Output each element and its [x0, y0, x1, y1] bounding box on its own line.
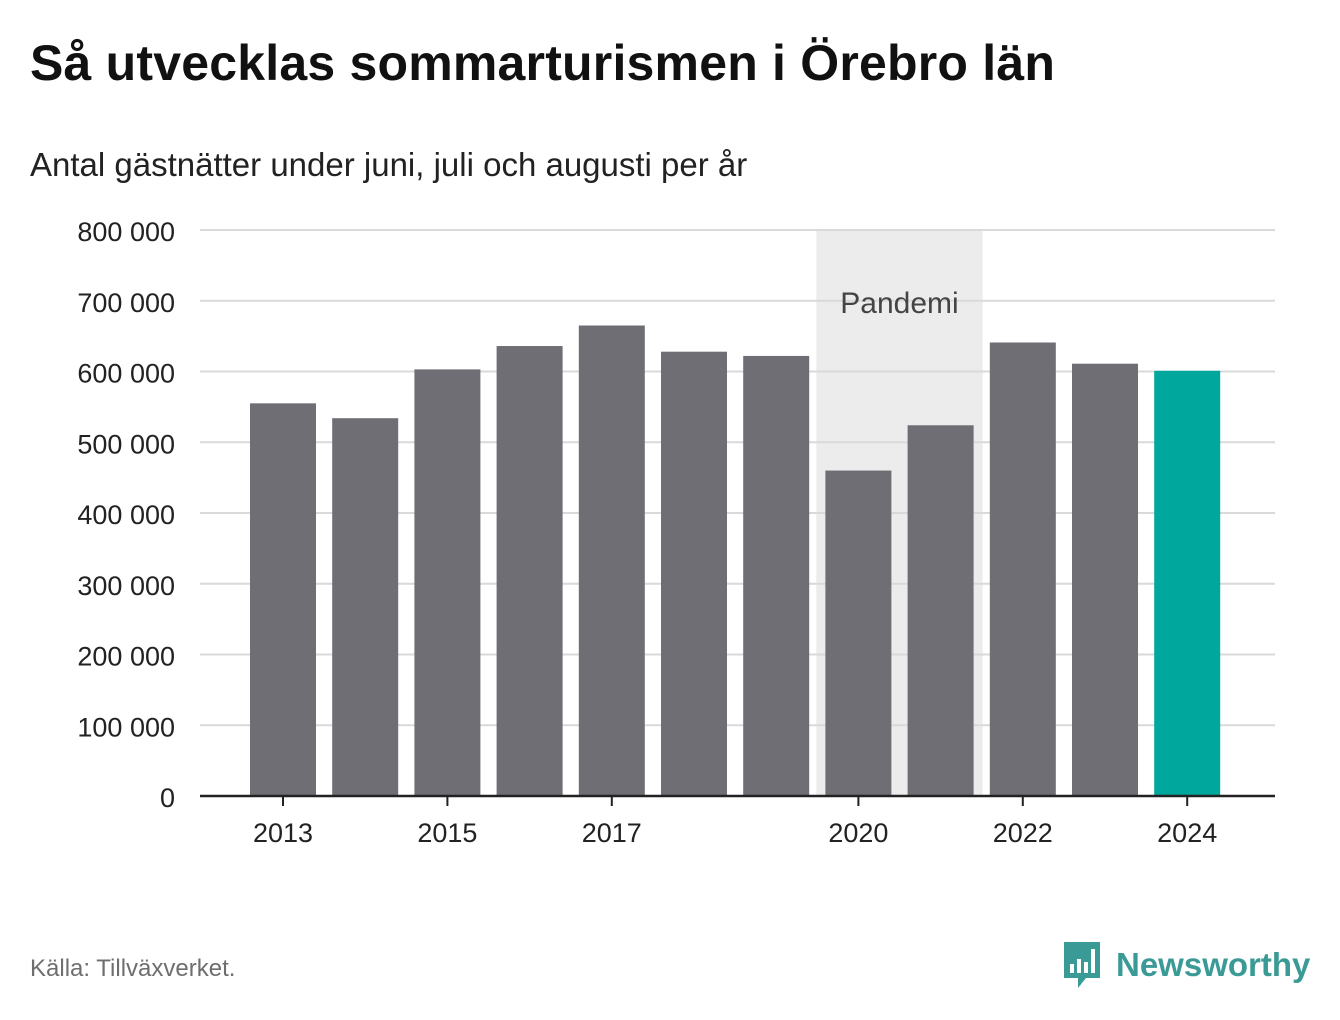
x-tick-label: 2013 [253, 818, 313, 848]
y-tick-label: 0 [160, 783, 175, 813]
chart-subtitle: Antal gästnätter under juni, juli och au… [30, 146, 748, 183]
bar-2014 [332, 418, 399, 796]
bar-2016 [496, 346, 563, 796]
brand-name: Newsworthy [1116, 946, 1311, 983]
bar-2023 [1072, 363, 1138, 796]
bar-2013 [250, 403, 316, 796]
y-tick-label: 300 000 [77, 571, 175, 601]
bar-2021 [907, 425, 974, 796]
y-tick-label: 700 000 [77, 288, 175, 318]
x-tick-label: 2020 [828, 818, 888, 848]
pandemic-label: Pandemi [840, 287, 958, 320]
bar-2018 [661, 351, 727, 796]
y-tick-label: 100 000 [77, 712, 175, 742]
bar-2022 [989, 342, 1056, 796]
y-tick-label: 600 000 [77, 359, 175, 389]
bar-2017 [578, 325, 645, 796]
newsworthy-logo-icon [1064, 942, 1100, 988]
y-tick-label: 800 000 [77, 217, 175, 247]
chart-title: Så utvecklas sommarturismen i Örebro län [30, 35, 1056, 91]
y-tick-label: 200 000 [77, 642, 175, 672]
bar-2015 [414, 369, 481, 796]
y-tick-label: 500 000 [77, 429, 175, 459]
source-note: Källa: Tillväxverket. [30, 955, 236, 982]
bar-chart: 0 100 000 200 000 300 000 400 000 500 000 600 … [77, 217, 1275, 848]
x-tick-label: 2017 [582, 818, 642, 848]
y-tick-label: 400 000 [77, 500, 175, 530]
bar-2024 [1154, 370, 1221, 796]
x-tick-label: 2024 [1157, 818, 1217, 848]
x-tick-label: 2022 [993, 818, 1053, 848]
bar-2019 [743, 355, 810, 796]
bar-2020 [825, 470, 892, 796]
x-tick-label: 2015 [417, 818, 477, 848]
brand-logo: Newsworthy [1062, 940, 1310, 990]
